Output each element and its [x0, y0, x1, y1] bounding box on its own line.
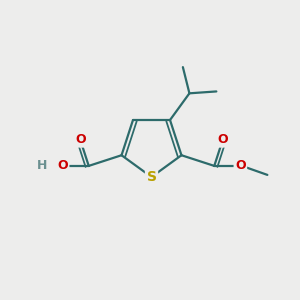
Text: S: S	[146, 170, 157, 184]
Text: O: O	[75, 133, 86, 146]
Text: O: O	[218, 133, 228, 146]
Text: H: H	[37, 159, 48, 172]
Text: O: O	[57, 159, 68, 172]
Text: O: O	[235, 159, 246, 172]
